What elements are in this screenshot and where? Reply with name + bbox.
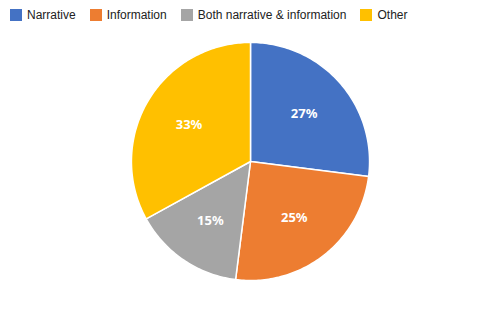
svg-text:25%: 25%	[281, 208, 308, 226]
html-text:Information: Information	[106, 8, 167, 22]
html-text:Other: Other	[377, 8, 408, 22]
html-text:Both narrative & information: Both narrative & information	[197, 8, 347, 22]
html-text:Narrative: Narrative	[27, 8, 76, 22]
svg-text:15%: 15%	[197, 211, 224, 229]
svg-text:33%: 33%	[176, 115, 203, 133]
svg-text:27%: 27%	[291, 104, 318, 122]
